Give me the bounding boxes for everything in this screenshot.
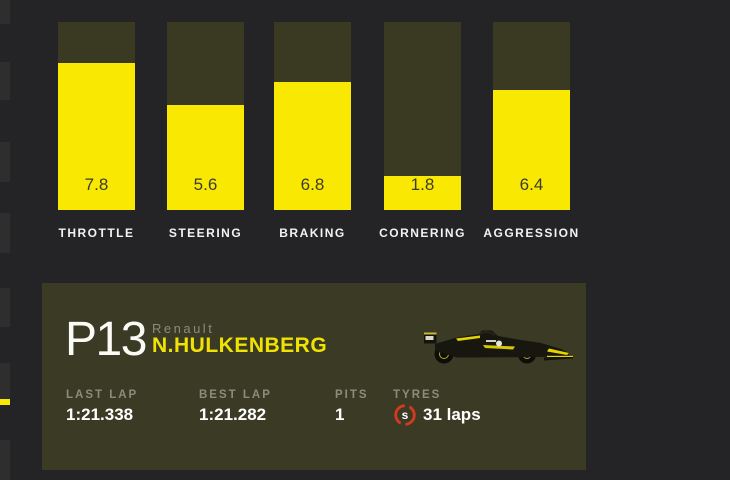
stat-pits: PITS 1: [335, 388, 369, 425]
stat-best-lap: BEST LAP 1:21.282: [199, 388, 272, 425]
stat-bar-label: AGGRESSION: [483, 226, 580, 240]
stat-bar-value: 5.6: [193, 175, 218, 194]
stat-bar-braking: 6.8 BRAKING: [274, 22, 351, 240]
stat-bar-label: CORNERING: [379, 226, 466, 240]
stat-bar-value: 7.8: [84, 175, 109, 194]
driver-info-card[interactable]: P13 Renault N.HULKENBERG LAST LAP 1:21.3…: [42, 283, 586, 470]
list-item-fragment[interactable]: [0, 440, 10, 480]
stat-bar-fill: [167, 104, 244, 210]
driver-list-edge: [0, 0, 10, 480]
stat-value: 1: [335, 405, 345, 424]
stat-bar-fill: [493, 89, 570, 210]
team-name: Renault: [152, 321, 215, 336]
stat-bar-label: STEERING: [168, 226, 243, 240]
stat-value: 1:21.338: [66, 405, 134, 424]
race-position: P13: [65, 313, 147, 366]
stat-value: 31 laps: [423, 405, 481, 424]
stat-label: BEST LAP: [199, 389, 272, 401]
driver-name: N.HULKENBERG: [152, 334, 328, 357]
stat-value: 1:21.282: [199, 405, 267, 424]
stat-label: PITS: [335, 389, 369, 401]
stat-bar-label: BRAKING: [279, 226, 346, 240]
stat-bar-aggression: 6.4 AGGRESSION: [483, 22, 578, 240]
stat-bar-cornering: 1.8 CORNERING: [379, 22, 464, 240]
driver-input-stats-chart: 7.8 THROTTLE 5.6 STEERING 6.8 BRAKING 1.…: [58, 22, 578, 240]
stat-bar-fill: [274, 82, 351, 210]
stat-tyres: TYRES s 31 laps: [393, 388, 481, 427]
stat-label: LAST LAP: [66, 389, 139, 401]
stat-last-lap: LAST LAP 1:21.338: [66, 388, 138, 425]
stat-bar-fill: [384, 176, 461, 210]
stat-bar-value: 6.4: [519, 175, 544, 194]
list-item-fragment[interactable]: [0, 363, 10, 399]
list-item-fragment[interactable]: [0, 0, 10, 24]
tyre-compound-letter: s: [401, 408, 409, 422]
stat-bar-steering: 5.6 STEERING: [167, 22, 244, 240]
stat-bar-value: 6.8: [300, 175, 325, 194]
list-item-fragment[interactable]: [0, 142, 10, 182]
tyre-info-row: s 31 laps: [393, 403, 481, 427]
stat-bar-fill: [58, 63, 135, 210]
list-item-fragment[interactable]: [0, 213, 10, 253]
car-image: [424, 330, 573, 364]
stat-label: TYRES: [393, 389, 442, 401]
list-item-fragment[interactable]: [0, 62, 10, 100]
soft-tyre-compound-icon: s: [393, 403, 417, 427]
list-item-fragment[interactable]: [0, 288, 10, 327]
stat-bar-value: 1.8: [410, 175, 435, 194]
stat-bar-throttle: 7.8 THROTTLE: [58, 22, 135, 240]
selected-item-marker: [0, 399, 10, 405]
stat-bar-label: THROTTLE: [58, 226, 135, 240]
